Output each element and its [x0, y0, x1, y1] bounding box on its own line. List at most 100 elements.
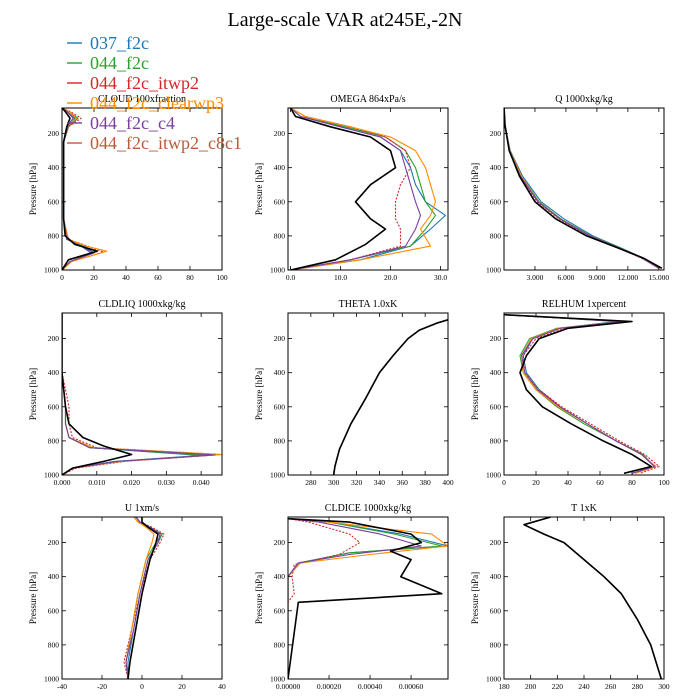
y-tick-label: 400: [490, 163, 502, 172]
series-line: [504, 313, 653, 475]
series-line: [333, 319, 448, 475]
legend-label: 044_f2c_itwp2_c8c1: [90, 133, 242, 153]
y-tick-label: 200: [48, 538, 60, 547]
series-line: [333, 319, 448, 475]
x-tick-label: 10.0: [334, 273, 347, 282]
panel-title: RELHUM 1xpercent: [542, 299, 626, 310]
x-tick-label: 30.0: [434, 273, 447, 282]
y-tick-label: 800: [490, 436, 502, 445]
y-axis-label: Pressure [hPa]: [28, 163, 38, 215]
panel-title: T 1xK: [571, 503, 597, 514]
x-tick-label: 0: [60, 273, 64, 282]
series-group: [504, 108, 663, 270]
y-tick-label: 200: [274, 129, 286, 138]
series-group: [62, 313, 222, 475]
x-tick-label: 280: [305, 478, 317, 487]
y-tick-label: 200: [490, 334, 502, 343]
x-tick-label: 80: [628, 478, 636, 487]
x-tick-label: 20: [532, 478, 540, 487]
series-line: [62, 313, 133, 475]
x-tick-label: 0.00040: [358, 682, 383, 691]
axes-frame: [287, 107, 449, 271]
y-tick-label: 1000: [486, 266, 501, 275]
y-tick-label: 800: [490, 231, 502, 240]
y-tick-label: 600: [490, 606, 502, 615]
series-group: [332, 319, 448, 475]
y-tick-label: 1000: [486, 471, 501, 480]
legend-label: 044_f2c_itwp2: [90, 73, 199, 93]
x-tick-label: 3.000: [527, 273, 544, 282]
y-axis-label: Pressure [hPa]: [28, 572, 38, 624]
y-tick-label: 600: [274, 402, 286, 411]
x-tick-label: 100: [216, 273, 228, 282]
y-tick-label: 800: [48, 436, 60, 445]
series-line: [290, 108, 422, 270]
series-line: [127, 517, 159, 679]
x-tick-label: 240: [578, 682, 590, 691]
panels: CLOUD 100xfraction 200 400 600 800 1000 0 20 40 6…: [28, 94, 670, 691]
y-tick-label: 200: [48, 129, 60, 138]
series-line: [333, 319, 448, 475]
series-line: [523, 517, 662, 679]
series-line: [523, 517, 663, 679]
y-tick-label: 200: [490, 129, 502, 138]
y-axis-label: Pressure [hPa]: [28, 368, 38, 420]
x-tick-label: 320: [351, 478, 363, 487]
y-tick-label: 600: [48, 197, 60, 206]
x-tick-label: 40: [122, 273, 130, 282]
y-tick-label: 1000: [270, 675, 285, 684]
y-axis-label: Pressure [hPa]: [470, 163, 480, 215]
x-tick-label: -40: [57, 682, 67, 691]
series-line: [332, 319, 448, 475]
series-group: [288, 517, 448, 679]
x-tick-label: 340: [374, 478, 386, 487]
panel: CLDICE 1000xkg/kg 200 400 600 800 10000.00000…: [254, 503, 449, 691]
panel-title: CLDLIQ 1000xkg/kg: [99, 299, 186, 310]
legend-label: 037_f2c: [90, 33, 149, 53]
x-tick-label: 200: [525, 682, 537, 691]
x-tick-label: 400: [442, 478, 454, 487]
series-line: [290, 108, 437, 270]
x-tick-label: 15.000: [649, 273, 670, 282]
y-tick-label: 800: [48, 640, 60, 649]
x-tick-label: 20.0: [384, 273, 397, 282]
series-line: [288, 518, 422, 679]
panel-title: CLDICE 1000xkg/kg: [325, 503, 411, 514]
y-tick-label: 400: [490, 572, 502, 581]
y-tick-label: 400: [274, 572, 286, 581]
legend-label: 044_f2c_clearwp3: [90, 93, 224, 113]
y-axis-label: Pressure [hPa]: [254, 163, 264, 215]
series-line: [289, 108, 397, 270]
y-tick-label: 200: [274, 334, 286, 343]
y-tick-label: 1000: [270, 471, 285, 480]
y-axis-label: Pressure [hPa]: [254, 572, 264, 624]
x-tick-label: 0.00060: [399, 682, 424, 691]
x-tick-label: 220: [552, 682, 564, 691]
x-tick-label: -20: [97, 682, 107, 691]
axes-frame: [503, 312, 665, 476]
legend-label: 044_f2c_c4: [90, 113, 175, 133]
panel: Q 1000xkg/kg 200 400 600 800 1000 3.000 6.000 9.…: [470, 94, 669, 282]
y-tick-label: 800: [48, 231, 60, 240]
y-tick-label: 600: [274, 606, 286, 615]
series-group: [289, 108, 447, 270]
x-tick-label: 20: [90, 273, 98, 282]
series-line: [333, 319, 448, 475]
x-tick-label: 40: [218, 682, 226, 691]
series-line: [333, 319, 448, 475]
x-tick-label: 40: [564, 478, 572, 487]
legend-label: 044_f2c: [90, 53, 149, 73]
series-line: [504, 314, 655, 474]
y-tick-label: 600: [48, 402, 60, 411]
x-tick-label: 0.020: [123, 478, 140, 487]
y-tick-label: 400: [274, 163, 286, 172]
y-tick-label: 800: [274, 640, 286, 649]
x-tick-label: 300: [328, 478, 340, 487]
y-tick-label: 200: [274, 538, 286, 547]
series-line: [523, 517, 662, 679]
panel-title: CLOUD 100xfraction: [98, 94, 186, 105]
x-tick-label: 0.040: [193, 478, 210, 487]
